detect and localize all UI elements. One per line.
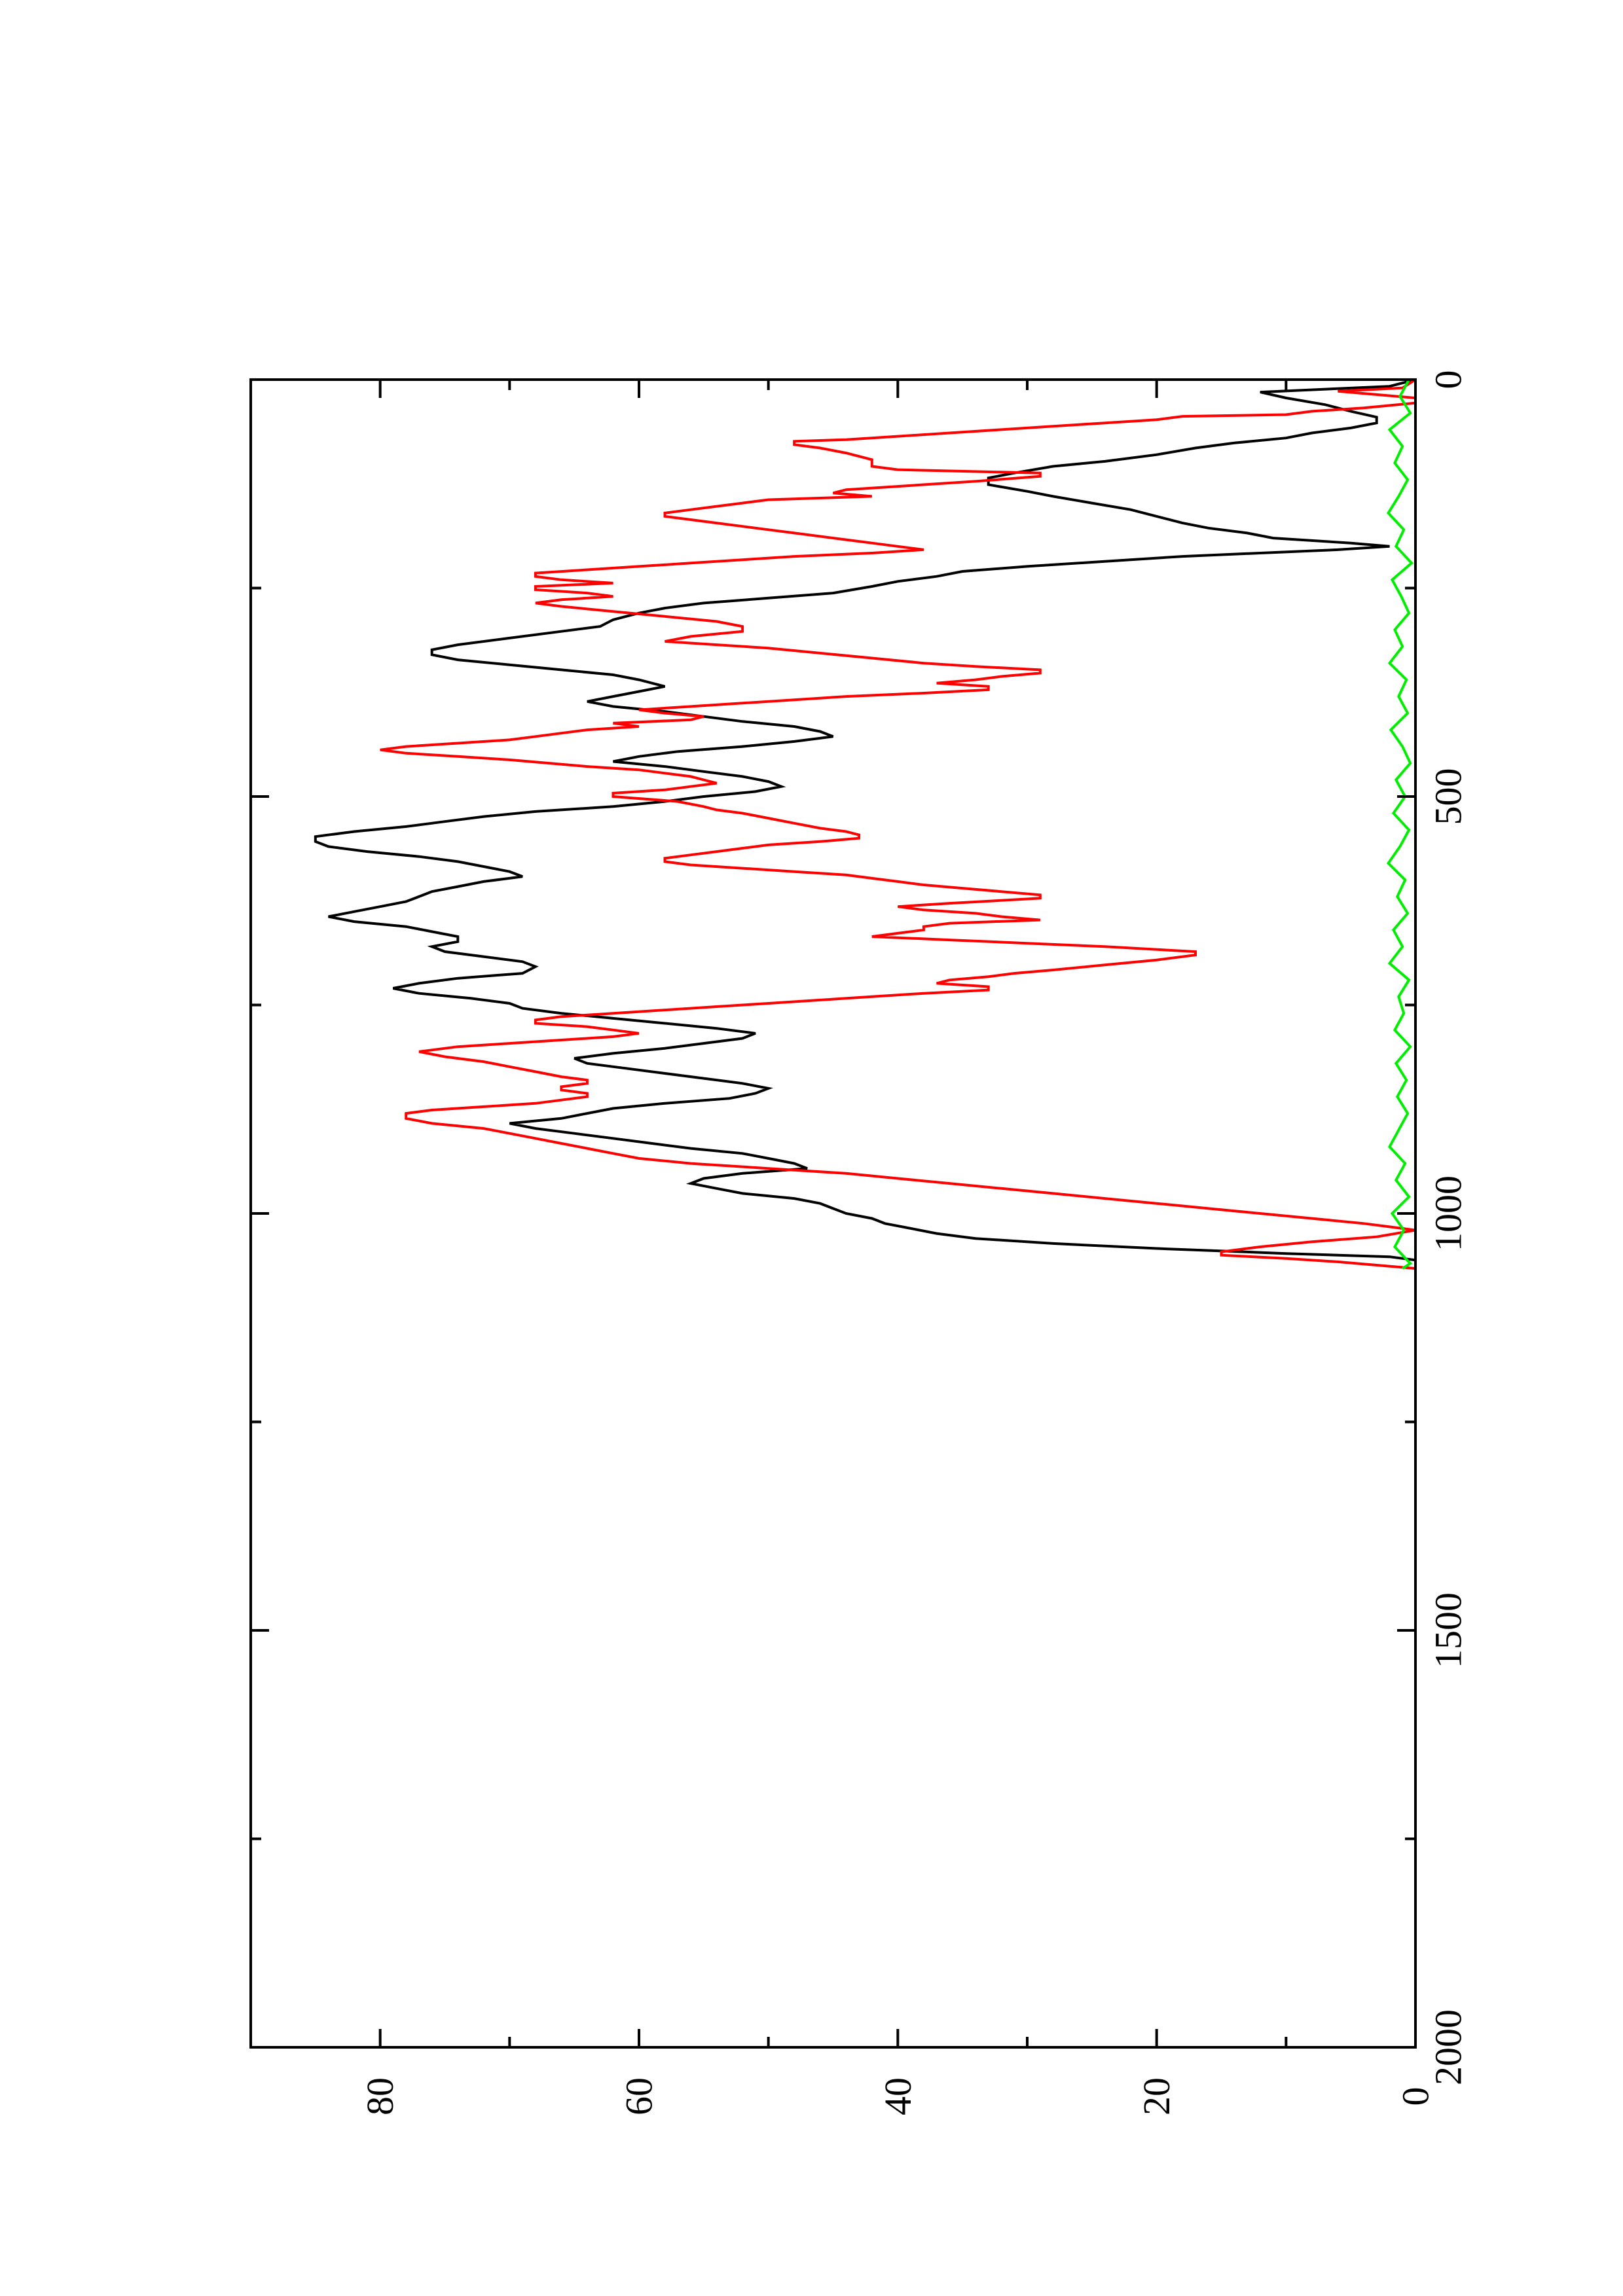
x-tick-label: 0 (1427, 370, 1470, 389)
y-tick-label: 20 (1135, 2077, 1178, 2115)
x-tick-label: 1000 (1427, 1175, 1470, 1251)
series-line-3 (1386, 379, 1413, 1270)
series-line-2 (380, 378, 1417, 1270)
tick-labels: 0 500 1000 1500 2000 0 20 40 60 80 (359, 370, 1469, 2116)
y-tick-label: 0 (1395, 2087, 1437, 2106)
y-tick-label: 40 (877, 2077, 919, 2115)
x-tick-label: 500 (1427, 768, 1470, 825)
y-tick-label: 60 (618, 2077, 661, 2115)
x-tick-label: 1500 (1427, 1592, 1470, 1668)
series-line-1 (314, 378, 1416, 1262)
axis-ticks (251, 378, 1417, 2049)
plot-frame (249, 378, 1417, 2049)
x-tick-label: 2000 (1427, 2009, 1470, 2085)
plot-area (314, 378, 1417, 1270)
y-tick-label: 80 (359, 2077, 401, 2115)
